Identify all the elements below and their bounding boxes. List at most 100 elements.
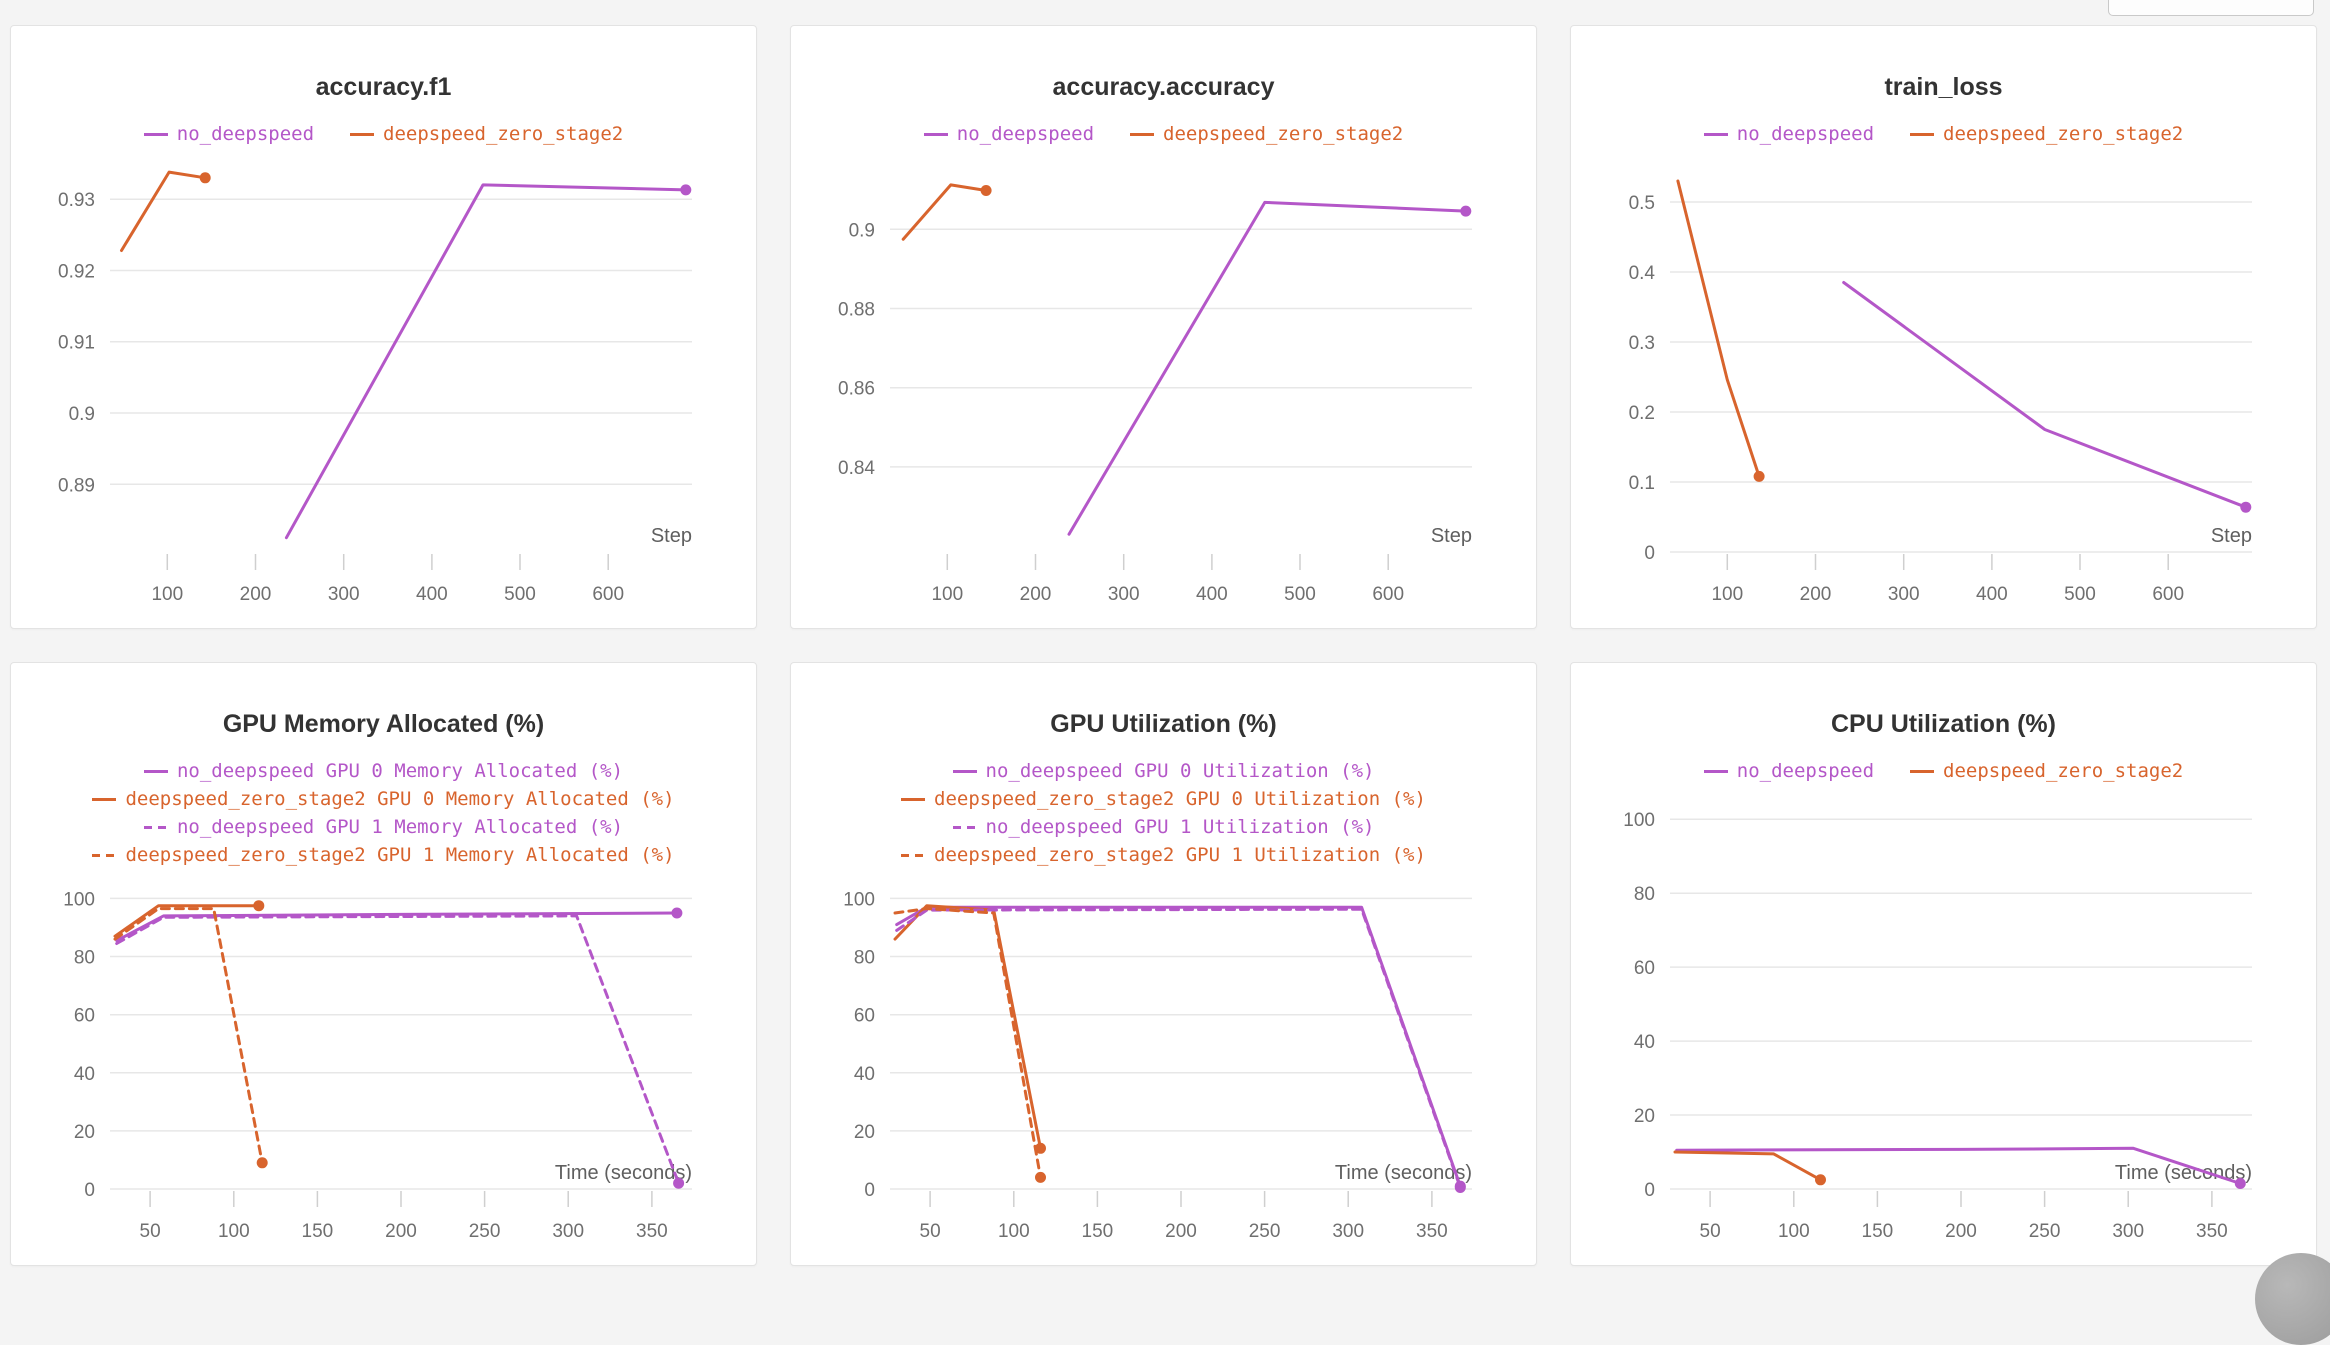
svg-text:Step: Step — [1431, 525, 1472, 547]
legend-item[interactable]: no_deepspeed — [1703, 757, 1874, 785]
legend-label: no_deepspeed GPU 0 Utilization (%) — [985, 760, 1375, 782]
svg-text:0.9: 0.9 — [849, 220, 875, 241]
legend-label: deepspeed_zero_stage2 GPU 1 Memory Alloc… — [125, 844, 675, 866]
svg-text:300: 300 — [2112, 1221, 2144, 1242]
svg-text:200: 200 — [385, 1221, 417, 1242]
chart-plot[interactable]: 0 20 40 60 80 100 50 100 150 200 250 300 350 Time (se… — [1575, 787, 2312, 1259]
panel-train-loss[interactable]: train_loss no_deepspeed deepspeed_zero_st… — [1570, 25, 2317, 629]
legend-item[interactable]: no_deepspeed — [923, 120, 1094, 148]
partial-toolbar[interactable] — [2108, 0, 2314, 16]
chart-title: GPU Utilization (%) — [1050, 710, 1277, 738]
svg-text:400: 400 — [416, 584, 448, 605]
svg-text:600: 600 — [2152, 584, 2184, 605]
legend-item[interactable]: deepspeed_zero_stage2 GPU 1 Memory Alloc… — [92, 841, 675, 869]
legend-label: deepspeed_zero_stage2 GPU 1 Utilization … — [934, 844, 1426, 866]
svg-text:40: 40 — [74, 1064, 95, 1085]
legend-label: deepspeed_zero_stage2 GPU 0 Memory Alloc… — [125, 788, 675, 810]
legend-item[interactable]: deepspeed_zero_stage2 — [1130, 120, 1403, 148]
chart-canvas[interactable]: 0.84 0.86 0.88 0.9 100 200 300 400 500 600 Step — [795, 150, 1532, 622]
svg-text:500: 500 — [2064, 584, 2096, 605]
svg-text:Time (seconds): Time (seconds) — [2115, 1162, 2252, 1184]
svg-text:100: 100 — [843, 889, 875, 910]
legend-item[interactable]: deepspeed_zero_stage2 GPU 1 Utilization … — [901, 841, 1426, 869]
legend-label: no_deepspeed — [176, 123, 315, 145]
legend-line-icon — [952, 769, 977, 773]
legend-dashed-line-icon — [952, 825, 977, 829]
legend-item[interactable]: no_deepspeed — [143, 120, 315, 148]
svg-text:0.84: 0.84 — [838, 458, 875, 479]
svg-text:500: 500 — [504, 584, 536, 605]
panel-gpu-utilization[interactable]: GPU Utilization (%) no_deepspeed GPU 0 U… — [790, 662, 1537, 1266]
svg-text:300: 300 — [1332, 1221, 1364, 1242]
svg-text:0.91: 0.91 — [58, 333, 95, 354]
chart-canvas[interactable]: 0 20 40 60 80 100 50 100 150 200 250 300 350 Time (se… — [1575, 787, 2312, 1259]
svg-text:0.3: 0.3 — [1629, 333, 1655, 354]
chart-canvas[interactable]: 0 20 40 60 80 100 50 100 150 200 250 300 350 Time (se… — [15, 871, 752, 1259]
legend-item[interactable]: no_deepspeed GPU 0 Memory Allocated (%) — [143, 757, 623, 785]
svg-text:350: 350 — [1416, 1221, 1448, 1242]
svg-text:150: 150 — [302, 1221, 334, 1242]
svg-text:400: 400 — [1976, 584, 2008, 605]
svg-text:20: 20 — [74, 1122, 95, 1143]
panel-accuracy-f1[interactable]: accuracy.f1 no_deepspeed deepspeed_zero_s… — [10, 25, 757, 629]
legend-dashed-line-icon — [143, 825, 168, 829]
svg-text:150: 150 — [1862, 1221, 1894, 1242]
legend-line-icon — [143, 769, 168, 773]
svg-text:250: 250 — [469, 1221, 501, 1242]
svg-text:0.86: 0.86 — [838, 379, 875, 400]
chart-plot[interactable]: 0 20 40 60 80 100 50 100 150 200 250 300 350 Time (se… — [795, 871, 1532, 1259]
svg-text:300: 300 — [552, 1221, 584, 1242]
legend-line-icon — [1703, 132, 1728, 136]
svg-text:80: 80 — [74, 948, 95, 969]
legend-item[interactable]: no_deepspeed — [1703, 120, 1874, 148]
legend-label: deepspeed_zero_stage2 GPU 0 Utilization … — [934, 788, 1426, 810]
chart-canvas[interactable]: 0.89 0.9 0.91 0.92 0.93 100 200 300 400 500 600 Ste… — [15, 150, 752, 622]
svg-text:100: 100 — [998, 1221, 1030, 1242]
chart-canvas[interactable]: 0 20 40 60 80 100 50 100 150 200 250 300 350 Time (se… — [795, 871, 1532, 1259]
svg-text:100: 100 — [1778, 1221, 1810, 1242]
svg-text:60: 60 — [854, 1006, 875, 1027]
chart-legend: no_deepspeed deepspeed_zero_stage2 — [11, 120, 756, 148]
chart-title: GPU Memory Allocated (%) — [222, 710, 545, 738]
svg-text:0: 0 — [1644, 1180, 1655, 1201]
chart-plot[interactable]: 0.89 0.9 0.91 0.92 0.93 100 200 300 400 500 600 Ste… — [15, 150, 752, 622]
svg-text:40: 40 — [1634, 1032, 1655, 1053]
svg-text:500: 500 — [1284, 584, 1316, 605]
chart-title: accuracy.f1 — [315, 73, 452, 101]
svg-text:600: 600 — [592, 584, 624, 605]
legend-dashed-line-icon — [901, 853, 926, 857]
svg-text:Time (seconds): Time (seconds) — [1335, 1162, 1472, 1184]
svg-text:0: 0 — [1644, 543, 1655, 564]
legend-item[interactable]: deepspeed_zero_stage2 — [1910, 120, 2183, 148]
legend-label: no_deepspeed GPU 1 Memory Allocated (%) — [176, 816, 624, 838]
legend-label: no_deepspeed GPU 1 Utilization (%) — [985, 816, 1375, 838]
legend-label: deepspeed_zero_stage2 — [1943, 123, 2184, 145]
chart-plot[interactable]: 0 0.1 0.2 0.3 0.4 0.5 100 200 300 400 500 600 Step — [1575, 150, 2312, 622]
chart-legend: no_deepspeed GPU 0 Utilization (%) deepsp… — [791, 757, 1536, 869]
chart-plot[interactable]: 0 20 40 60 80 100 50 100 150 200 250 300 350 Time (se… — [15, 871, 752, 1259]
svg-text:300: 300 — [1108, 584, 1140, 605]
panel-cpu-utilization[interactable]: CPU Utilization (%) no_deepspeed deepspee… — [1570, 662, 2317, 1266]
partial-floating-button[interactable] — [2255, 1253, 2330, 1345]
legend-item[interactable]: no_deepspeed GPU 1 Utilization (%) — [952, 813, 1375, 841]
chart-plot[interactable]: 0.84 0.86 0.88 0.9 100 200 300 400 500 600 Step — [795, 150, 1532, 622]
chart-legend: no_deepspeed GPU 0 Memory Allocated (%) d… — [11, 757, 756, 869]
legend-label: deepspeed_zero_stage2 — [1943, 760, 2184, 782]
legend-item[interactable]: deepspeed_zero_stage2 — [350, 120, 623, 148]
svg-text:100: 100 — [63, 889, 95, 910]
panel-gpu-memory-allocated[interactable]: GPU Memory Allocated (%) no_deepspeed GP… — [10, 662, 757, 1266]
svg-text:0: 0 — [864, 1180, 875, 1201]
svg-text:50: 50 — [140, 1221, 161, 1242]
legend-item[interactable]: deepspeed_zero_stage2 GPU 0 Memory Alloc… — [92, 785, 675, 813]
svg-text:20: 20 — [1634, 1106, 1655, 1127]
svg-text:50: 50 — [920, 1221, 941, 1242]
legend-item[interactable]: deepspeed_zero_stage2 — [1910, 757, 2183, 785]
svg-text:0: 0 — [84, 1180, 95, 1201]
legend-item[interactable]: no_deepspeed GPU 1 Memory Allocated (%) — [143, 813, 624, 841]
legend-item[interactable]: deepspeed_zero_stage2 GPU 0 Utilization … — [901, 785, 1426, 813]
chart-canvas[interactable]: 0 0.1 0.2 0.3 0.4 0.5 100 200 300 400 500 600 Step — [1575, 150, 2312, 622]
legend-line-icon — [1910, 769, 1935, 773]
svg-text:200: 200 — [1800, 584, 1832, 605]
panel-accuracy-accuracy[interactable]: accuracy.accuracy no_deepspeed deepspeed_… — [790, 25, 1537, 629]
legend-item[interactable]: no_deepspeed GPU 0 Utilization (%) — [952, 757, 1375, 785]
